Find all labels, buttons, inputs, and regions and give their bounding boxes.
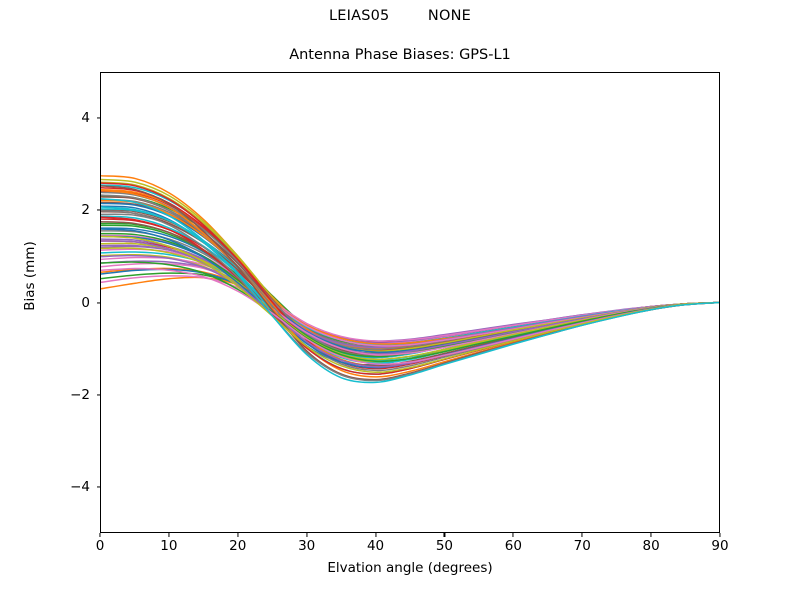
x-tick-mark: [237, 533, 239, 537]
plot-axes: [100, 72, 720, 533]
x-axis-tick-labels: 0 10 20 30 40 50 60 70 80 90: [96, 538, 729, 560]
line-series: [101, 235, 719, 374]
line-series: [101, 230, 719, 351]
y-axis-label: Bias (mm): [22, 241, 38, 311]
x-tick-label: 60: [504, 538, 522, 554]
x-tick-label: 30: [298, 538, 316, 554]
y-tick-mark: [96, 209, 101, 211]
line-series: [101, 261, 719, 363]
x-tick-label: 70: [573, 538, 591, 554]
x-axis-label: Elvation angle (degrees): [327, 560, 493, 576]
x-tick-label: 20: [229, 538, 247, 554]
x-tick-mark: [581, 533, 583, 537]
x-tick-mark: [719, 533, 721, 537]
x-tick-mark: [168, 533, 170, 537]
line-series: [101, 218, 719, 351]
line-series: [101, 238, 719, 349]
y-tick-mark: [96, 394, 101, 396]
line-series: [101, 245, 719, 342]
x-tick-mark: [306, 533, 308, 537]
x-tick-label: 80: [642, 538, 660, 554]
y-tick-label: 2: [81, 202, 90, 219]
x-tick-mark: [512, 533, 514, 537]
y-tick-label: −4: [70, 478, 90, 495]
y-axis-tick-labels: −4 −2 0 2 4: [52, 72, 90, 533]
y-tick-mark: [96, 117, 101, 119]
y-tick-mark: [96, 301, 101, 304]
line-series: [101, 235, 719, 352]
x-tick-label: 40: [366, 538, 385, 554]
y-tick-mark: [96, 486, 101, 488]
line-series: [101, 208, 719, 359]
x-tick-label: 10: [160, 538, 178, 554]
y-tick-label: 4: [81, 110, 90, 127]
x-tick-mark: [375, 533, 377, 537]
x-tick-mark: [443, 533, 445, 537]
figure-suptitle: LEIAS05 NONE: [328, 8, 472, 24]
y-tick-label: −2: [70, 386, 90, 403]
y-tick-label: 0: [81, 294, 90, 311]
line-series: [101, 198, 719, 384]
line-series: [101, 267, 719, 345]
x-tick-mark: [650, 533, 652, 537]
line-series-group: [101, 175, 719, 384]
chart-title: Antenna Phase Biases: GPS-L1: [289, 47, 511, 63]
x-tick-mark: [99, 533, 101, 537]
line-series: [101, 253, 719, 344]
x-tick-label: 0: [95, 538, 105, 554]
x-tick-label: 90: [711, 538, 729, 554]
line-series: [101, 227, 719, 351]
x-tick-label: 50: [435, 538, 454, 554]
